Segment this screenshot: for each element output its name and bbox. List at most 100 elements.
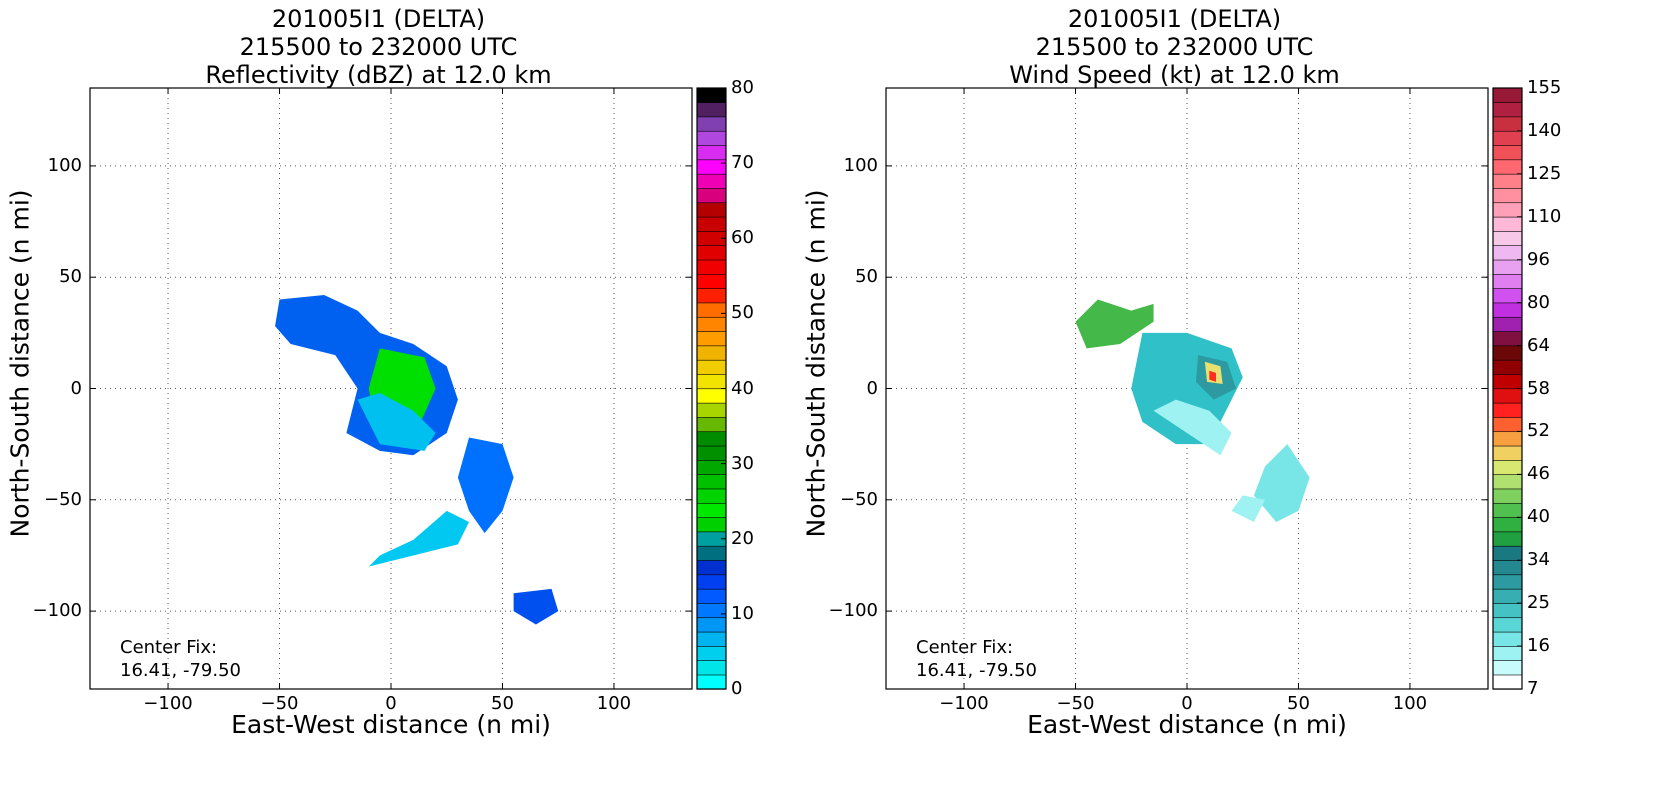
colorbar-segment <box>696 431 727 447</box>
reflectivity-plot <box>89 87 727 690</box>
colorbar-segment <box>696 388 727 404</box>
colorbar-label: 40 <box>731 377 754 399</box>
colorbar <box>1492 87 1523 690</box>
colorbar-label: 70 <box>731 152 754 174</box>
colorbar-segment <box>1492 402 1523 418</box>
data-blob <box>1209 370 1216 382</box>
grid <box>90 88 692 689</box>
center-fix-annotation: Center Fix: 16.41, -79.50 <box>120 636 241 682</box>
colorbar-label: 80 <box>731 77 754 98</box>
colorbar-label: 64 <box>1527 334 1550 356</box>
wind-speed-panel: 201005I1 (DELTA) 215500 to 232000 UTC Wi… <box>796 0 1623 787</box>
colorbar-segment <box>1492 416 1523 433</box>
colorbar-segment <box>1492 159 1523 175</box>
colorbar-segment <box>696 574 727 590</box>
colorbar-label: 50 <box>731 302 754 324</box>
colorbar-segment <box>1492 502 1523 518</box>
colorbar-segment <box>1492 645 1523 661</box>
colorbar-label: 60 <box>731 227 754 249</box>
colorbar-segment <box>1492 87 1523 103</box>
data-blob <box>457 437 514 534</box>
colorbar-segment <box>696 302 727 318</box>
colorbar-segment <box>696 545 727 561</box>
panel-title-line-3: Wind Speed (kt) at 12.0 km <box>1009 61 1340 89</box>
colorbar-segment <box>696 588 727 604</box>
data-blob <box>1153 399 1232 456</box>
data-blob <box>1253 444 1310 523</box>
colorbar-segment <box>696 316 727 332</box>
colorbar-segment <box>1492 216 1523 232</box>
colorbar-segment <box>696 559 727 576</box>
colorbar-segment <box>1492 259 1523 275</box>
colorbar-segment <box>696 359 727 375</box>
colorbar-segment <box>696 187 727 204</box>
data-blob <box>1231 495 1266 523</box>
colorbar-segment <box>1492 173 1523 189</box>
colorbar-segment <box>696 674 727 690</box>
x-tick-label: 100 <box>596 693 632 714</box>
colorbar-label: 110 <box>1527 205 1562 227</box>
colorbar-label: 140 <box>1527 119 1562 141</box>
data-field <box>275 295 559 625</box>
reflectivity-panel: 201005I1 (DELTA) 215500 to 232000 UTC Re… <box>6 5 754 739</box>
panel-title-line-1: 201005I1 (DELTA) <box>271 5 486 33</box>
y-tick-label: 100 <box>47 154 82 176</box>
colorbar-label: 80 <box>1527 291 1550 313</box>
colorbar-segment <box>1492 388 1523 404</box>
colorbar-label: 58 <box>1527 377 1550 399</box>
colorbar-segment <box>696 116 727 132</box>
center-fix-coords: 16.41, -79.50 <box>916 660 1037 681</box>
colorbar-segment <box>1492 545 1523 561</box>
colorbar-segment <box>696 173 727 189</box>
colorbar-segment <box>696 373 727 390</box>
colorbar-label: 7 <box>1527 678 1539 699</box>
colorbar-segment <box>1492 130 1523 146</box>
colorbar-segment <box>1492 273 1523 289</box>
colorbar-segment <box>696 202 727 218</box>
x-axis-label: East-West distance (n mi) <box>231 710 551 739</box>
y-tick-label: 50 <box>59 266 82 288</box>
colorbar-segment <box>696 416 727 433</box>
colorbar-segment <box>1492 302 1523 318</box>
data-blob <box>1075 299 1154 349</box>
colorbar-segment <box>1492 674 1523 690</box>
y-tick-label: −50 <box>840 488 878 510</box>
y-tick-label: 0 <box>866 377 878 399</box>
x-tick-label: −100 <box>143 693 193 714</box>
colorbar-segment <box>1492 488 1523 504</box>
colorbar-segment <box>696 259 727 275</box>
colorbar-segment <box>1492 631 1523 647</box>
colorbar-segment <box>696 660 727 676</box>
panel-title-line-1: 201005I1 (DELTA) <box>1067 5 1282 33</box>
colorbar-segment <box>696 159 727 175</box>
colorbar-segment <box>1492 330 1523 347</box>
x-tick-label: 50 <box>1287 693 1310 714</box>
colorbar-segment <box>696 617 727 633</box>
colorbar-label: 34 <box>1527 549 1550 571</box>
colorbar-segment <box>1492 202 1523 218</box>
colorbar-segment <box>1492 373 1523 390</box>
x-tick-label: 0 <box>385 693 397 714</box>
data-blob <box>513 588 559 625</box>
y-tick-label: −50 <box>44 488 82 510</box>
data-blob <box>357 392 436 451</box>
colorbar-segment <box>1492 559 1523 576</box>
y-tick-label: 50 <box>855 266 878 288</box>
colorbar-segment <box>1492 245 1523 261</box>
colorbar-label: 10 <box>731 602 754 624</box>
grid <box>886 88 1488 689</box>
colorbar-segment <box>696 345 727 361</box>
data-blob <box>368 510 470 567</box>
y-tick-label: 0 <box>70 377 82 399</box>
colorbar-label: 52 <box>1527 420 1550 442</box>
colorbar-segment <box>696 144 727 161</box>
colorbar-label: 16 <box>1527 635 1550 657</box>
colorbar-segment <box>696 459 727 475</box>
panel-title-line-2: 215500 to 232000 UTC <box>1035 33 1314 61</box>
colorbar-segment <box>1492 574 1523 590</box>
colorbar-label: 40 <box>1527 506 1550 528</box>
colorbar-segment <box>696 330 727 347</box>
colorbar-segment <box>1492 445 1523 461</box>
colorbar-label: 0 <box>731 678 743 699</box>
center-fix-annotation: Center Fix: 16.41, -79.50 <box>916 636 1037 682</box>
